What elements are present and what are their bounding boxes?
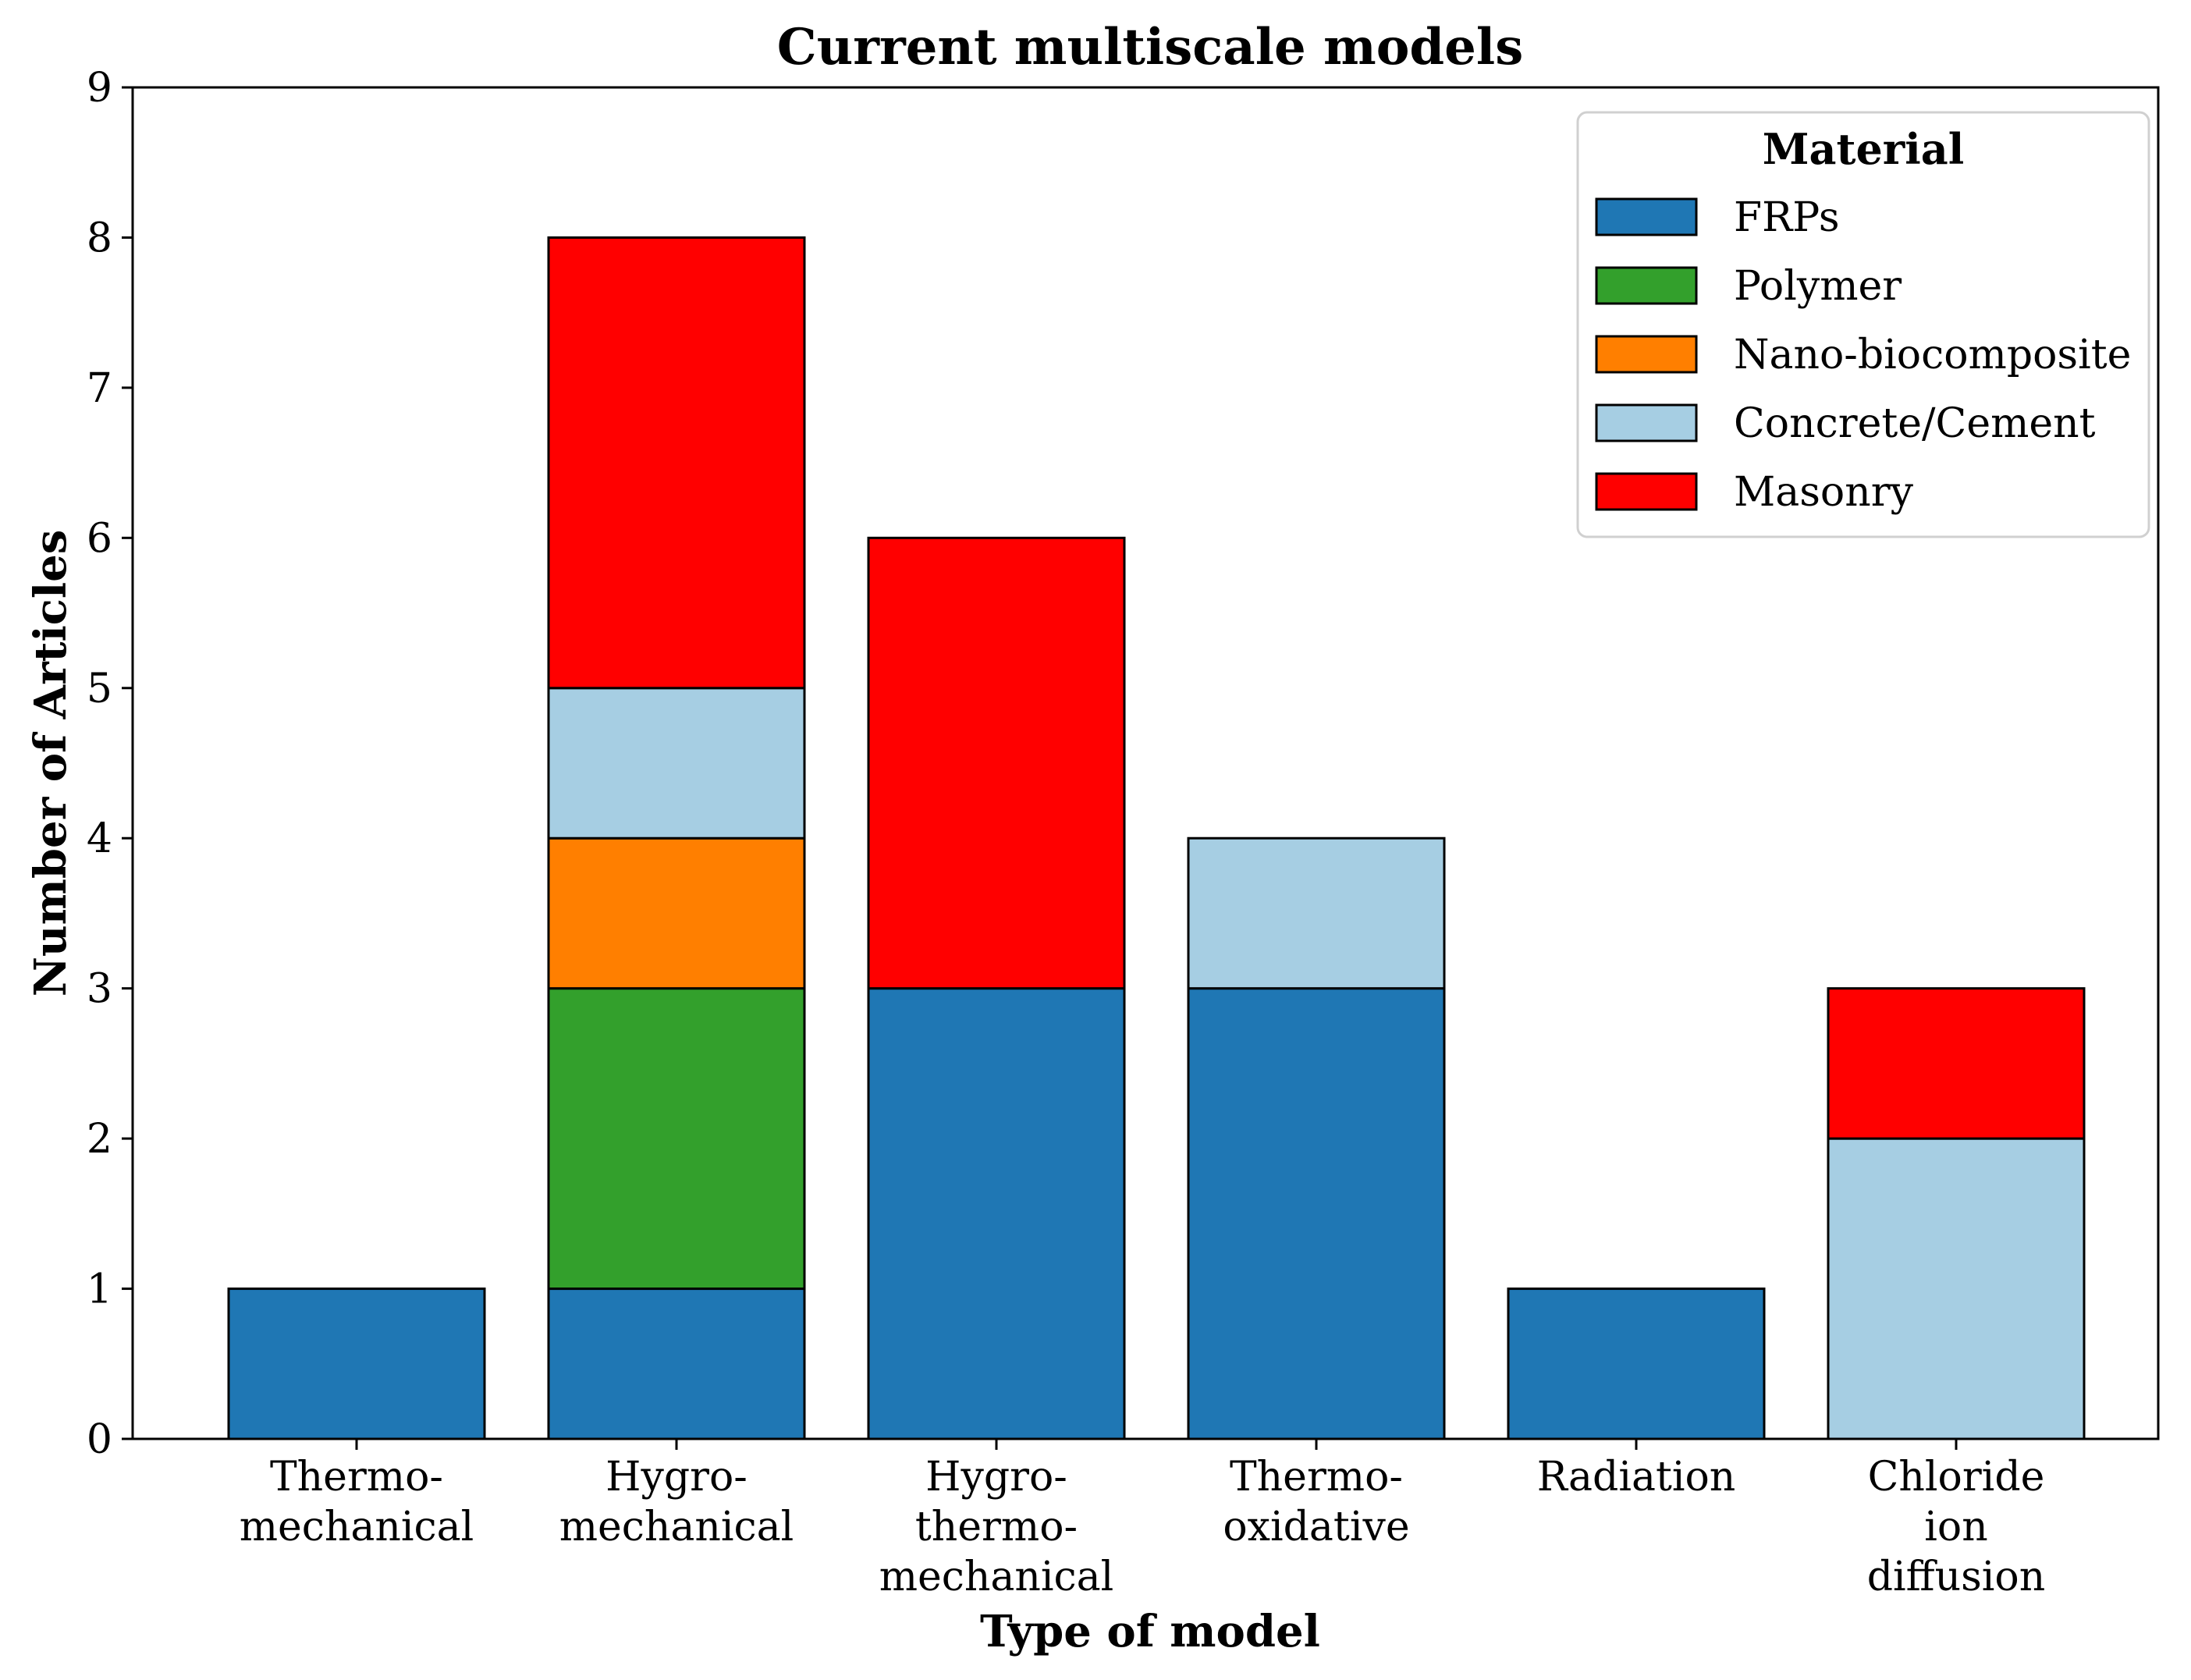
legend-title: Material xyxy=(1763,124,1965,174)
bar-thermo-oxidative-concrete-cement xyxy=(1187,836,1446,990)
y-tick-label: 4 xyxy=(87,815,112,862)
y-axis-title: Number of Articles xyxy=(25,530,76,997)
bar-thermo-mechanical-frps xyxy=(227,1288,486,1440)
y-tick-label: 0 xyxy=(87,1416,112,1463)
bar-hygro-mechanical-masonry xyxy=(547,236,806,690)
legend-frame xyxy=(1576,111,2150,538)
y-tick-label: 9 xyxy=(87,65,112,112)
bar-hygro-thermo-mechanical-frps xyxy=(867,987,1126,1440)
bar-hygro-mechanical-nano-biocomposite xyxy=(547,836,806,990)
x-tick-label-thermo-oxidative: Thermo-oxidative xyxy=(1223,1454,1409,1550)
legend-swatch-nano-biocomposite xyxy=(1595,335,1698,374)
bar-hygro-mechanical-concrete-cement xyxy=(547,687,806,840)
x-tick-label-thermo-mechanical: Thermo-mechanical xyxy=(240,1454,474,1550)
legend-swatch-frps xyxy=(1595,197,1698,236)
x-axis: Thermo-mechanical Hygro-mechanical Hygro-t… xyxy=(240,1439,2045,1600)
x-axis-title: Type of model xyxy=(980,1606,1320,1657)
legend-swatch-masonry xyxy=(1595,472,1698,511)
legend-swatch-polymer xyxy=(1595,266,1698,305)
legend-label-polymer: Polymer xyxy=(1734,263,1902,310)
plot-frame xyxy=(131,86,2160,1440)
legend-items: FRPs Polymer Nano-biocomposite Concrete/Cem… xyxy=(1595,194,2131,516)
bar-chloride-ion-diffusion-concrete-cement xyxy=(1827,1137,2086,1440)
legend-label-frps: FRPs xyxy=(1734,194,1840,241)
chart-title: Current multiscale models xyxy=(777,18,1523,76)
bar-hygro-mechanical-frps xyxy=(547,1288,806,1440)
x-tick-label-chloride-ion-diffusion: Chloride ion diffusion xyxy=(1867,1454,2045,1600)
legend-label-nano-biocomposite: Nano-biocomposite xyxy=(1734,332,2131,378)
bar-chloride-ion-diffusion-masonry xyxy=(1827,987,2086,1140)
y-tick-label: 5 xyxy=(87,666,112,712)
y-tick-label: 8 xyxy=(87,215,112,261)
legend-label-masonry: Masonry xyxy=(1734,469,1914,516)
bar-hygro-thermo-mechanical-masonry xyxy=(867,536,1126,990)
legend-label-concrete-cement: Concrete/Cement xyxy=(1734,400,2096,447)
bar-thermo-oxidative-frps xyxy=(1187,987,1446,1440)
x-tick-label-radiation: Radiation xyxy=(1537,1454,1736,1501)
y-axis: 0 1 2 3 4 5 6 7 8 9 xyxy=(87,65,133,1463)
y-tick-label: 3 xyxy=(87,966,112,1013)
y-tick-label: 2 xyxy=(87,1116,112,1163)
x-tick-label-hygro-thermo-mechanical: Hygro-thermo-mechanical xyxy=(879,1454,1114,1600)
y-tick-label: 1 xyxy=(87,1266,112,1313)
legend: Material FRPs Polymer Nano-biocomposite Con… xyxy=(1576,111,2150,538)
bar-hygro-mechanical-polymer xyxy=(547,987,806,1291)
bars-group xyxy=(227,236,2086,1440)
x-tick-label-hygro-mechanical: Hygro-mechanical xyxy=(559,1454,794,1550)
y-tick-label: 7 xyxy=(87,365,112,412)
legend-swatch-concrete-cement xyxy=(1595,403,1698,442)
bar-radiation-frps xyxy=(1507,1288,1766,1440)
y-tick-label: 6 xyxy=(87,515,112,562)
